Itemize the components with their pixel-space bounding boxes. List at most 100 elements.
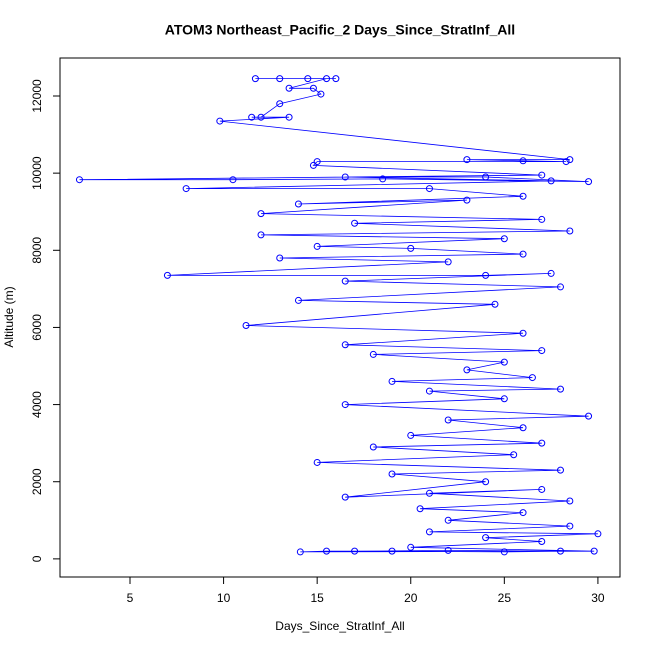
data-point	[351, 547, 359, 555]
data-point	[388, 547, 396, 555]
data-point	[594, 530, 602, 538]
data-point	[75, 176, 83, 184]
data-point	[257, 113, 265, 121]
data-point	[313, 158, 321, 166]
data-point	[585, 412, 593, 420]
y-axis-label: Altitude (m)	[2, 286, 16, 347]
data-point	[528, 374, 536, 382]
data-point	[538, 215, 546, 223]
data-point	[547, 269, 555, 277]
data-point	[556, 385, 564, 393]
plot-frame	[59, 57, 621, 578]
data-point	[407, 543, 415, 551]
data-point	[463, 156, 471, 164]
data-point	[538, 171, 546, 179]
data-point	[341, 277, 349, 285]
data-point	[294, 200, 302, 208]
chart-title: ATOM3 Northeast_Pacific_2 Days_Since_Str…	[165, 22, 515, 38]
x-tick-label: 30	[591, 591, 605, 605]
data-point	[242, 322, 250, 330]
data-point	[341, 173, 349, 181]
data-point	[248, 113, 256, 121]
data-point	[341, 341, 349, 349]
data-point	[463, 366, 471, 374]
data-point	[276, 100, 284, 108]
data-point	[416, 505, 424, 513]
series-line	[79, 78, 598, 553]
data-point	[519, 424, 527, 432]
data-point	[257, 210, 265, 218]
data-point	[585, 178, 593, 186]
data-point	[491, 300, 499, 308]
data-point	[566, 497, 574, 505]
data-point	[216, 117, 224, 125]
data-point	[556, 547, 564, 555]
data-point	[444, 546, 452, 554]
data-point	[285, 84, 293, 92]
x-tick-label: 15	[310, 591, 324, 605]
data-point	[351, 219, 359, 227]
data-point	[182, 185, 190, 193]
data-point	[309, 161, 317, 169]
data-point	[519, 329, 527, 337]
data-point	[519, 250, 527, 258]
data-point	[407, 244, 415, 252]
data-point	[590, 547, 598, 555]
data-point	[500, 235, 508, 243]
data-point	[519, 192, 527, 200]
x-tick-label: 25	[498, 591, 512, 605]
data-point	[463, 196, 471, 204]
data-point	[251, 75, 259, 83]
data-point	[500, 358, 508, 366]
data-point	[323, 547, 331, 555]
x-tick-label: 5	[127, 591, 134, 605]
x-axis-label: Days_Since_StratInf_All	[275, 619, 404, 633]
data-point	[341, 401, 349, 409]
data-point	[257, 231, 265, 239]
data-point	[276, 254, 284, 262]
data-point	[332, 75, 340, 83]
data-point	[388, 470, 396, 478]
data-point	[538, 485, 546, 493]
y-tick-label: 6000	[30, 314, 44, 341]
data-point	[538, 439, 546, 447]
data-point	[379, 175, 387, 183]
data-point	[510, 451, 518, 459]
data-point	[482, 271, 490, 279]
data-point	[482, 478, 490, 486]
y-tick-label: 2000	[30, 468, 44, 495]
data-point	[163, 271, 171, 279]
data-point	[229, 176, 237, 184]
data-point	[566, 522, 574, 530]
data-point	[482, 173, 490, 181]
data-point	[556, 283, 564, 291]
data-point	[276, 75, 284, 83]
data-point	[341, 493, 349, 501]
data-point	[444, 416, 452, 424]
data-point	[444, 258, 452, 266]
data-point	[313, 458, 321, 466]
data-point	[519, 509, 527, 517]
data-point	[425, 528, 433, 536]
y-tick-label: 0	[30, 555, 44, 562]
data-point	[285, 113, 293, 121]
x-tick-label: 10	[217, 591, 231, 605]
data-point	[294, 296, 302, 304]
data-point	[317, 90, 325, 98]
y-tick-label: 12000	[30, 79, 44, 113]
data-point	[562, 158, 570, 166]
data-point	[538, 538, 546, 546]
data-point	[556, 466, 564, 474]
data-point	[369, 443, 377, 451]
data-point	[425, 489, 433, 497]
data-point	[407, 431, 415, 439]
data-point	[500, 548, 508, 556]
y-tick-label: 4000	[30, 391, 44, 418]
data-point	[323, 75, 331, 83]
data-point	[500, 395, 508, 403]
data-point	[538, 347, 546, 355]
data-point	[425, 185, 433, 193]
x-tick-label: 20	[404, 591, 418, 605]
y-tick-label: 10000	[30, 156, 44, 190]
